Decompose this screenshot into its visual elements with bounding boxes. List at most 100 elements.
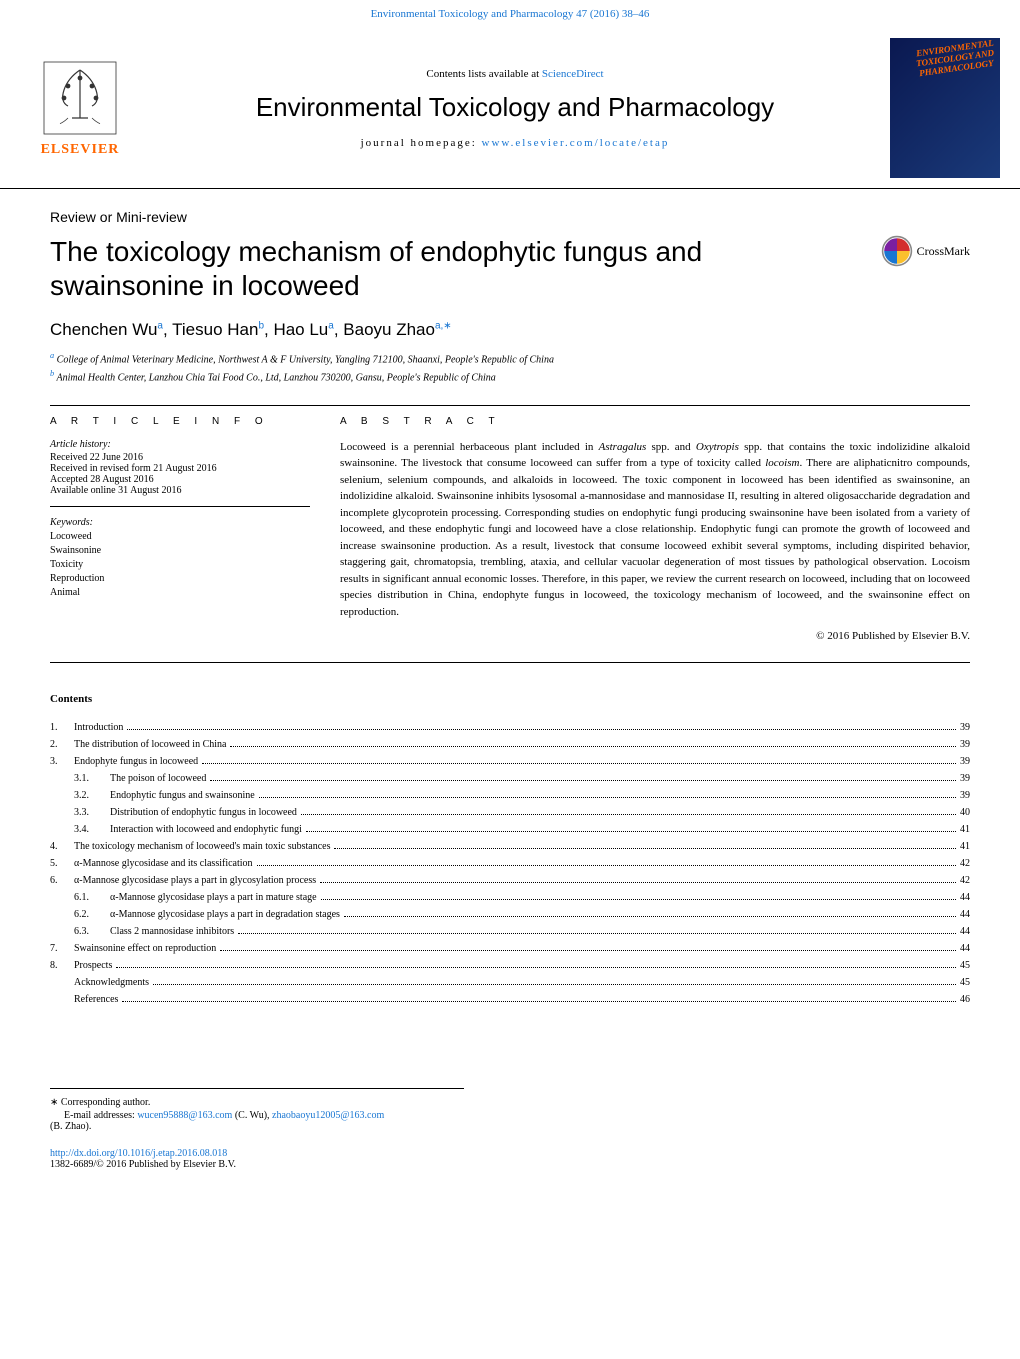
toc-dots [320,882,956,883]
contents-available: Contents lists available at ScienceDirec… [140,68,890,80]
doi-link[interactable]: http://dx.doi.org/10.1016/j.etap.2016.08… [50,1148,464,1159]
toc-row: 6.α-Mannose glycosidase plays a part in … [50,872,970,889]
toc-row: 7.Swainsonine effect on reproduction 44 [50,940,970,957]
article-info: A R T I C L E I N F O Article history: R… [50,416,310,643]
info-heading: A R T I C L E I N F O [50,416,310,427]
toc-dots [220,950,956,951]
toc-page: 39 [960,770,970,787]
toc-page: 42 [960,872,970,889]
toc-dots [301,814,956,815]
email-2[interactable]: zhaobaoyu12005@163.com [272,1110,384,1121]
toc-title: α-Mannose glycosidase plays a part in de… [110,906,340,923]
keyword: Reproduction [50,572,310,586]
toc-dots [210,780,956,781]
toc-page: 44 [960,940,970,957]
crossmark-icon [881,235,913,267]
toc-title: α-Mannose glycosidase plays a part in ma… [110,889,317,906]
toc-dots [344,916,956,917]
toc-dots [334,848,956,849]
sciencedirect-link[interactable]: ScienceDirect [542,68,604,80]
info-abstract-row: A R T I C L E I N F O Article history: R… [50,416,970,643]
email-1-name: (C. Wu), [232,1110,272,1121]
elsevier-label: ELSEVIER [41,142,120,158]
email-1[interactable]: wucen95888@163.com [137,1110,232,1121]
article-title: The toxicology mechanism of endophytic f… [50,235,861,302]
divider-bottom [50,662,970,663]
toc-list: 1.Introduction392.The distribution of lo… [50,719,970,1008]
toc-row: Acknowledgments45 [50,974,970,991]
toc-dots [116,967,956,968]
toc-title: α-Mannose glycosidase plays a part in gl… [74,872,316,889]
keyword: Animal [50,586,310,600]
toc-page: 45 [960,957,970,974]
toc-row: 3.2.Endophytic fungus and swainsonine39 [50,787,970,804]
toc-subnumber: 6.1. [74,889,110,906]
toc-title: Interaction with locoweed and endophytic… [110,821,302,838]
issn: 1382-6689/© 2016 Published by Elsevier B… [50,1159,464,1170]
homepage-label: journal homepage: [361,137,482,149]
copyright: © 2016 Published by Elsevier B.V. [340,630,970,642]
toc-page: 42 [960,855,970,872]
corresponding-author: ∗ Corresponding author. [50,1097,464,1108]
toc-title: Class 2 mannosidase inhibitors [110,923,234,940]
toc-number: 8. [50,957,74,974]
toc-title: Swainsonine effect on reproduction [74,940,216,957]
history-label: Article history: [50,439,310,450]
online-date: Available online 31 August 2016 [50,485,310,496]
toc-subnumber: 6.3. [74,923,110,940]
toc-dots [321,899,956,900]
toc-row: 3.3.Distribution of endophytic fungus in… [50,804,970,821]
toc-dots [127,729,956,730]
toc-page: 44 [960,889,970,906]
toc-title: Acknowledgments [74,974,149,991]
toc-page: 39 [960,736,970,753]
toc-subnumber: 3.1. [74,770,110,787]
contents-heading: Contents [50,693,970,705]
title-row: The toxicology mechanism of endophytic f… [50,235,970,320]
toc-row: 6.3.Class 2 mannosidase inhibitors44 [50,923,970,940]
toc-number: 6. [50,872,74,889]
toc-dots [238,933,956,934]
toc-dots [259,797,956,798]
toc-title: Introduction [74,719,123,736]
journal-homepage: journal homepage: www.elsevier.com/locat… [140,137,890,149]
toc-subnumber: 6.2. [74,906,110,923]
abstract-text: Locoweed is a perennial herbaceous plant… [340,439,970,621]
divider-top [50,405,970,406]
journal-cover: ENVIRONMENTAL TOXICOLOGY AND PHARMACOLOG… [890,38,1000,178]
toc-dots [306,831,956,832]
toc-subnumber: 3.4. [74,821,110,838]
toc-row: 6.2.α-Mannose glycosidase plays a part i… [50,906,970,923]
journal-header-center: Contents lists available at ScienceDirec… [140,68,890,149]
affiliation-b: b Animal Health Center, Lanzhou Chia Tai… [50,368,970,385]
toc-page: 41 [960,838,970,855]
toc-number: 4. [50,838,74,855]
toc-subnumber: 3.2. [74,787,110,804]
toc-row: 3.Endophyte fungus in locoweed39 [50,753,970,770]
toc-title: The distribution of locoweed in China [74,736,226,753]
crossmark-badge[interactable]: CrossMark [881,235,970,267]
keyword: Toxicity [50,558,310,572]
toc-row: 4.The toxicology mechanism of locoweed's… [50,838,970,855]
elsevier-logo: ELSEVIER [20,38,140,178]
toc-title: α-Mannose glycosidase and its classifica… [74,855,253,872]
toc-page: 39 [960,753,970,770]
article-body: Review or Mini-review The toxicology mec… [0,189,1020,1190]
footer-area: ∗ Corresponding author. E-mail addresses… [50,1088,464,1170]
toc-number: 7. [50,940,74,957]
toc-number: 3. [50,753,74,770]
keyword: Locoweed [50,530,310,544]
toc-row: 3.1.The poison of locoweed39 [50,770,970,787]
contents-available-text: Contents lists available at [426,68,541,80]
received-date: Received 22 June 2016 [50,452,310,463]
homepage-link[interactable]: www.elsevier.com/locate/etap [482,137,670,149]
toc-row: 2.The distribution of locoweed in China 3… [50,736,970,753]
email-label: E-mail addresses: [64,1110,137,1121]
toc-row: 8.Prospects45 [50,957,970,974]
revised-date: Received in revised form 21 August 2016 [50,463,310,474]
toc-number: 2. [50,736,74,753]
keywords-list: LocoweedSwainsonineToxicityReproductionA… [50,530,310,600]
toc-dots [153,984,956,985]
affiliation-a: a College of Animal Veterinary Medicine,… [50,350,970,367]
abstract-heading: A B S T R A C T [340,416,970,427]
